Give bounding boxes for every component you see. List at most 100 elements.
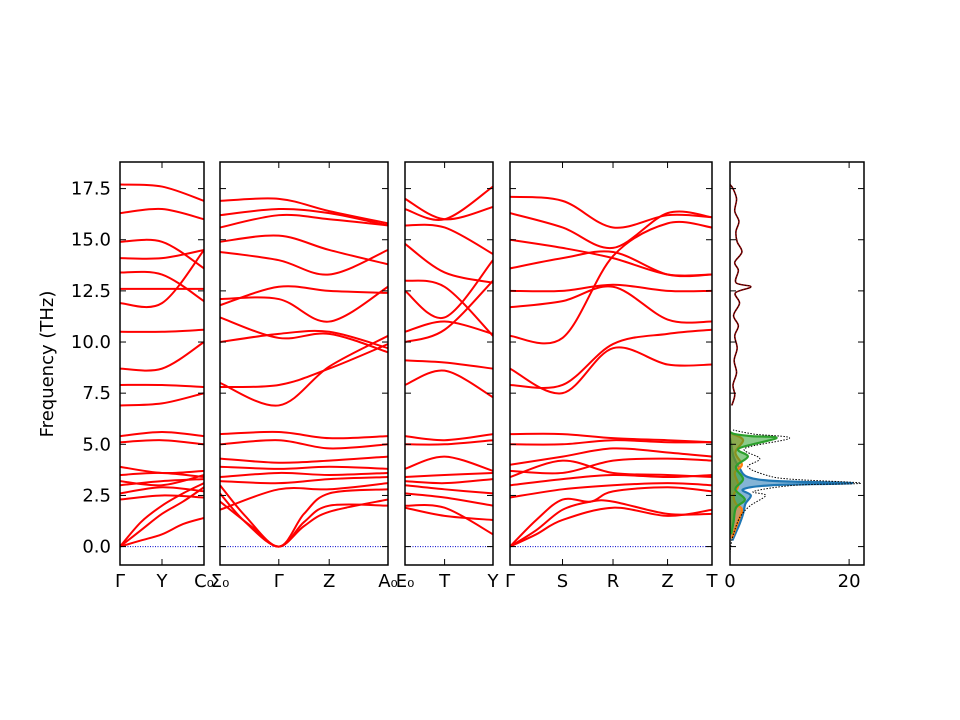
- band-line: [220, 234, 388, 266]
- partial-dos-fill: [730, 432, 777, 535]
- band-line: [405, 279, 493, 343]
- band-line: [405, 506, 493, 521]
- band-line: [120, 341, 204, 372]
- band-line: [405, 439, 493, 446]
- band-line: [510, 346, 712, 395]
- y-tick-label: 17.5: [71, 179, 111, 200]
- q-point-label: Σ₀: [211, 571, 230, 592]
- band-line: [510, 238, 712, 277]
- band-line: [405, 492, 493, 507]
- band-line: [120, 474, 204, 487]
- band-line: [120, 478, 204, 487]
- band-line: [405, 478, 493, 485]
- band-line: [220, 492, 388, 548]
- band-line: [510, 486, 712, 548]
- band-line: [510, 328, 712, 389]
- panel-p3: E₀ T Y: [396, 161, 500, 592]
- q-point-label: A₀: [378, 571, 398, 592]
- band-line: [510, 447, 712, 466]
- high-frequency-dos-line: [730, 183, 752, 406]
- band-line: [405, 369, 493, 399]
- band-line: [510, 432, 712, 444]
- y-tick-label: 0.0: [82, 537, 111, 558]
- band-line: [120, 207, 204, 221]
- y-tick-label: 12.5: [71, 281, 111, 302]
- q-point-label: Γ: [115, 571, 125, 592]
- band-line: [120, 183, 204, 202]
- band-line: [220, 471, 388, 479]
- band-line: [120, 439, 204, 446]
- band-line: [510, 473, 712, 487]
- total-dos-line: [730, 429, 862, 553]
- q-point-label: R: [607, 571, 620, 592]
- band-line: [220, 285, 388, 307]
- band-line: [510, 457, 712, 475]
- band-line: [405, 243, 493, 284]
- q-point-label: Z: [661, 571, 673, 592]
- y-tick-label: 2.5: [82, 485, 111, 506]
- band-line: [120, 431, 204, 438]
- band-line: [120, 494, 204, 501]
- panel-frame: [404, 161, 494, 566]
- band-line: [220, 482, 388, 511]
- bands: [405, 185, 493, 536]
- band-line: [220, 484, 388, 548]
- band-line: [220, 249, 388, 276]
- band-line: [220, 430, 388, 440]
- band-line: [220, 455, 388, 464]
- band-line: [120, 270, 204, 302]
- band-line: [120, 248, 204, 260]
- q-point-label: S: [557, 571, 568, 592]
- dos-x-tick-label: 20: [838, 571, 861, 592]
- band-line: [120, 328, 204, 333]
- y-axis-label: Frequency (THz): [37, 291, 58, 438]
- bands: [510, 195, 712, 548]
- band-line: [220, 329, 388, 350]
- band-line: [220, 213, 388, 229]
- y-tick-label: 5.0: [82, 434, 111, 455]
- band-line: [510, 482, 712, 499]
- q-point-label: T: [438, 571, 451, 592]
- panel-p2: Σ₀ Γ Z A₀: [211, 161, 398, 592]
- band-line: [405, 504, 493, 536]
- panel-p1: 0.0 2.5 5.0 7.5 10.0 12.5 15.0 17.5 Γ Y C₀: [71, 161, 214, 592]
- partial-dos-fill: [730, 438, 853, 541]
- band-line: [405, 433, 493, 442]
- q-point-label: Γ: [505, 571, 515, 592]
- band-line: [220, 208, 388, 227]
- band-line: [405, 359, 493, 370]
- band-line: [220, 316, 388, 354]
- bands: [220, 197, 388, 548]
- q-point-label: Y: [156, 571, 169, 592]
- band-line: [405, 320, 493, 335]
- q-point-label: E₀: [396, 571, 415, 592]
- band-line: [405, 197, 493, 221]
- band-line: [220, 285, 388, 323]
- band-line: [120, 383, 204, 389]
- dos-x-tick-label: 0: [724, 571, 735, 592]
- q-point-label: C₀: [194, 571, 214, 592]
- band-line: [405, 455, 493, 472]
- y-tick-label: 7.5: [82, 383, 111, 404]
- dos-panel: 0 20: [724, 161, 865, 592]
- band-line: [405, 185, 493, 221]
- band-line: [220, 439, 388, 450]
- band-line: [510, 195, 712, 229]
- band-line: [220, 334, 388, 407]
- band-line: [510, 459, 712, 479]
- band-line: [405, 223, 493, 255]
- band-line: [120, 238, 204, 270]
- band-line: [510, 283, 712, 293]
- q-point-label: Γ: [274, 571, 284, 592]
- q-point-label: Y: [487, 571, 500, 592]
- partial-dos-line: [730, 437, 854, 541]
- band-line: [510, 220, 712, 345]
- q-point-label: T: [706, 571, 719, 592]
- band-line: [510, 285, 712, 324]
- band-line: [510, 439, 712, 446]
- dos-frame: [729, 161, 865, 566]
- band-line: [220, 343, 388, 389]
